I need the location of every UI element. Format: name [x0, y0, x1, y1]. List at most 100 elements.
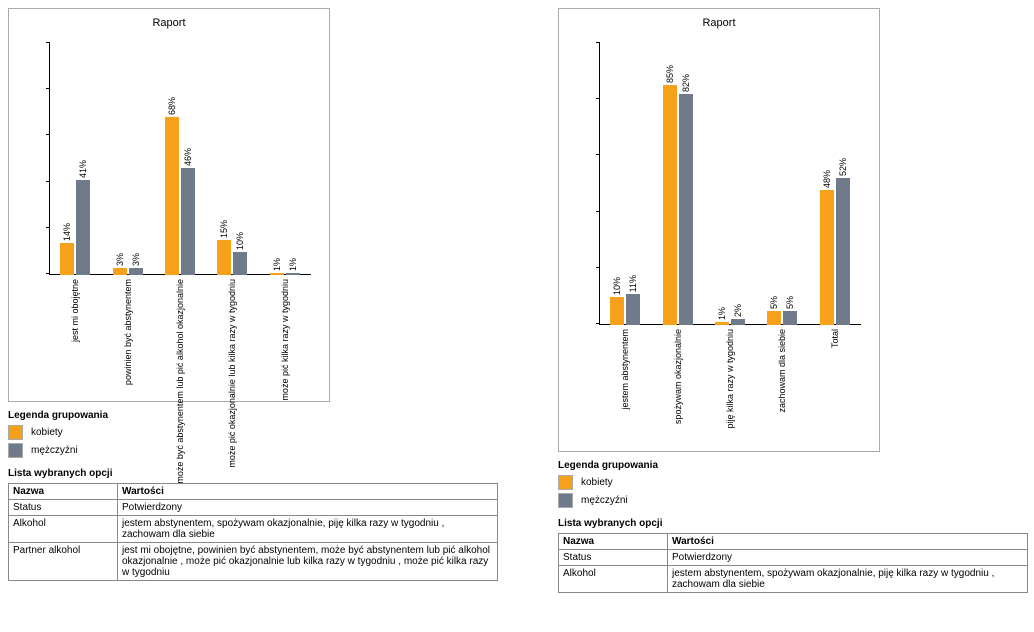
bar: 46%	[181, 43, 195, 275]
x-axis-label: jest mi obojętne	[49, 275, 101, 395]
table-row: StatusPotwierdzony	[9, 500, 498, 516]
bar: 1%	[715, 43, 729, 325]
option-value: jestem abstynentem, spożywam okazjonalni…	[118, 516, 498, 543]
bar-value-label: 46%	[183, 148, 193, 166]
legend: kobiety mężczyźni	[8, 425, 498, 458]
legend-item: mężczyźni	[8, 443, 498, 458]
report-right: Raport 10%11%85%82%1%2%5%5%48%52%jestem …	[558, 8, 1028, 593]
bar-group: 5% 5%	[756, 43, 808, 325]
bar-value-label: 5%	[785, 296, 795, 309]
bar-value-label: 3%	[115, 253, 125, 266]
bar-rect	[60, 243, 74, 275]
chart-title: Raport	[19, 17, 319, 29]
page: Raport 14%41%3%3%68%46%15%10%1%1%jest mi…	[8, 8, 1026, 593]
bar-rect	[181, 168, 195, 275]
option-value: jestem abstynentem, spożywam okazjonalni…	[668, 566, 1028, 593]
bar-rect	[113, 268, 127, 275]
bar: 1%	[286, 43, 300, 275]
option-name: Status	[9, 500, 118, 516]
option-value: Potwierdzony	[668, 550, 1028, 566]
bar-value-label: 14%	[62, 223, 72, 241]
legend-swatch	[558, 475, 573, 490]
legend-title: Legenda grupowania	[8, 410, 498, 421]
bar: 52%	[836, 43, 850, 325]
bar-rect	[783, 311, 797, 325]
options-table: NazwaWartościStatusPotwierdzonyAlkoholje…	[8, 483, 498, 581]
bar-group: 48% 52%	[809, 43, 861, 325]
x-axis-label: Total	[809, 325, 861, 445]
chart-bars: 10% 11% 85% 82% 1% 2% 5% 5% 48% 52%	[599, 43, 861, 325]
x-axis-label: spożywam okazjonalnie	[651, 325, 703, 445]
chart-xlabels: jestem abstynentemspożywam okazjonalniep…	[599, 325, 861, 445]
options-col-value: Wartości	[118, 484, 498, 500]
bar: 15%	[217, 43, 231, 275]
bar-value-label: 82%	[681, 74, 691, 92]
bar-value-label: 85%	[665, 65, 675, 83]
chart-plot: 10%11%85%82%1%2%5%5%48%52%jestem abstyne…	[569, 35, 869, 445]
bar-rect	[165, 117, 179, 275]
bar: 14%	[60, 43, 74, 275]
option-value: jest mi obojętne, powinien być abstynent…	[118, 543, 498, 581]
x-axis-label: jestem abstynentem	[599, 325, 651, 445]
bar: 3%	[129, 43, 143, 275]
option-value: Potwierdzony	[118, 500, 498, 516]
options-col-name: Nazwa	[559, 534, 668, 550]
bar: 68%	[165, 43, 179, 275]
bar-value-label: 11%	[628, 275, 638, 292]
bar-rect	[836, 178, 850, 325]
x-axis-label: może pić kilka razy w tygodniu	[259, 275, 311, 395]
bar-rect	[76, 180, 90, 275]
table-row: Alkoholjestem abstynentem, spożywam okaz…	[9, 516, 498, 543]
x-axis-label: piję kilka razy w tygodniu	[704, 325, 756, 445]
bar-group: 14% 41%	[49, 43, 101, 275]
bar-value-label: 48%	[822, 170, 832, 188]
options-table: NazwaWartościStatusPotwierdzonyAlkoholje…	[558, 533, 1028, 593]
bar-group: 10% 11%	[599, 43, 651, 325]
table-row: StatusPotwierdzony	[559, 550, 1028, 566]
bar: 2%	[731, 43, 745, 325]
bar-group: 1%1%	[259, 43, 311, 275]
bar-value-label: 3%	[131, 253, 141, 266]
bar-value-label: 10%	[612, 277, 622, 295]
bar: 11%	[626, 43, 640, 325]
chart-xlabels: jest mi obojętnepowinien być abstynentem…	[49, 275, 311, 395]
legend-swatch	[8, 425, 23, 440]
legend-item: kobiety	[8, 425, 498, 440]
bar-value-label: 5%	[769, 296, 779, 309]
legend-item: kobiety	[558, 475, 1028, 490]
bar-value-label: 10%	[235, 232, 245, 250]
bar: 41%	[76, 43, 90, 275]
bar: 5%	[783, 43, 797, 325]
bar-rect	[663, 85, 677, 325]
option-name: Alkohol	[559, 566, 668, 593]
options-title: Lista wybranych opcji	[8, 468, 498, 479]
bar: 5%	[767, 43, 781, 325]
option-name: Partner alkohol	[9, 543, 118, 581]
x-axis-label: może pić okazjonalnie lub kilka razy w t…	[206, 275, 258, 395]
legend-label: kobiety	[31, 427, 63, 438]
bar: 10%	[233, 43, 247, 275]
bar-group: 1% 2%	[704, 43, 756, 325]
bar-value-label: 2%	[733, 304, 743, 317]
bar: 3%	[113, 43, 127, 275]
legend-label: mężczyźni	[31, 445, 78, 456]
legend-label: kobiety	[581, 477, 613, 488]
bar: 82%	[679, 43, 693, 325]
legend: kobietymężczyźni	[558, 475, 1028, 508]
bar-group: 3% 3%	[101, 43, 153, 275]
bar-rect	[129, 268, 143, 275]
bar-rect	[610, 297, 624, 325]
options-title: Lista wybranych opcji	[558, 518, 1028, 529]
bar-rect	[679, 94, 693, 325]
report-left: Raport 14%41%3%3%68%46%15%10%1%1%jest mi…	[8, 8, 498, 581]
bar: 1%	[270, 43, 284, 275]
bar-rect	[233, 252, 247, 275]
bar-group: 68% 46%	[154, 43, 206, 275]
bar: 85%	[663, 43, 677, 325]
legend-swatch	[8, 443, 23, 458]
x-axis-label: zachowam dla siebie	[756, 325, 808, 445]
legend-swatch	[558, 493, 573, 508]
option-name: Status	[559, 550, 668, 566]
bar: 48%	[820, 43, 834, 325]
bar-rect	[217, 240, 231, 275]
